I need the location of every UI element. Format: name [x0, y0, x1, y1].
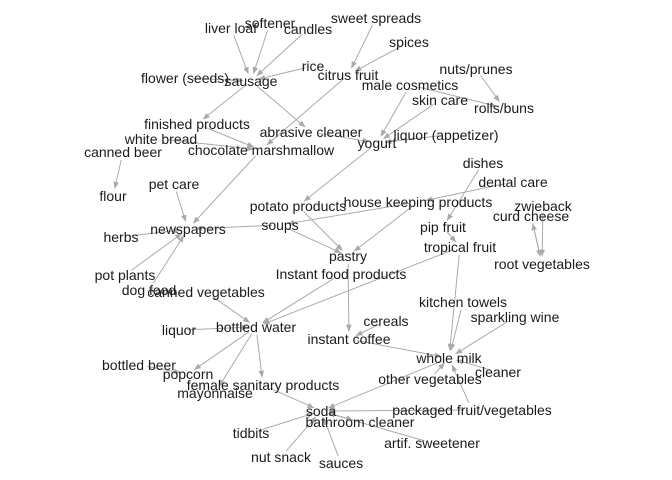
node-bathroom-cleaner: bathroom cleaner [306, 414, 415, 430]
node-potato-products: potato products [250, 198, 347, 214]
node-cereals: cereals [363, 313, 408, 329]
node-abrasive-cleaner: abrasive cleaner [260, 124, 363, 140]
edge-bottled_water-to-female_sanitary_products [257, 335, 262, 377]
node-artif-sweetener: artif. sweetener [384, 435, 480, 451]
node-curd-cheese: curd cheese [493, 208, 569, 224]
node-canned-beer: canned beer [84, 144, 162, 160]
node-soups: soups [261, 217, 298, 233]
node-nuts-prunes: nuts/prunes [439, 61, 512, 77]
edge-candles-to-sausage [257, 34, 302, 75]
node-male-cosmetics: male cosmetics [362, 77, 458, 93]
node-instant-food-products: Instant food products [276, 266, 407, 282]
node-flower-seeds: flower (seeds) [141, 70, 229, 86]
node-house-keeping-products: house keeping products [344, 194, 493, 210]
node-liquor-appetizer: liquor (appetizer) [393, 127, 498, 143]
node-cleaner: cleaner [475, 364, 521, 380]
node-nut-snack: nut snack [251, 449, 312, 465]
edge-sausage-to-finished_products [203, 86, 244, 119]
node-candles: candles [284, 21, 332, 37]
edge-liver_loaf-to-sausage [234, 35, 248, 73]
node-sausage: sausage [225, 73, 278, 89]
node-liquor: liquor [162, 322, 197, 338]
node-herbs: herbs [103, 229, 138, 245]
edge-sausage-to-abrasive_cleaner [257, 86, 305, 127]
node-instant-coffee: instant coffee [307, 331, 390, 347]
node-pip-fruit: pip fruit [420, 219, 466, 235]
node-root-vegetables: root vegetables [494, 256, 590, 272]
node-sauces: sauces [319, 455, 363, 471]
node-pet-care: pet care [149, 176, 200, 192]
node-tidbits: tidbits [233, 425, 270, 441]
node-whole-milk: whole milk [415, 350, 482, 366]
node-dishes: dishes [463, 155, 503, 171]
edge-nuts_prunes-to-rolls_buns [481, 75, 500, 101]
edge-pot_plants-to-newspapers [131, 234, 181, 271]
node-spices: spices [389, 34, 429, 50]
node-tropical-fruit: tropical fruit [424, 239, 496, 255]
node-other-vegetables: other vegetables [378, 371, 482, 387]
edge-sparkling_wine-to-whole_milk [456, 321, 508, 354]
node-skin-care: skin care [412, 92, 468, 108]
node-yogurt: yogurt [358, 135, 397, 151]
node-sparkling-wine: sparkling wine [471, 309, 560, 325]
edge-house_keeping_products-to-pastry [354, 207, 411, 251]
edge-pet_care-to-newspapers [176, 192, 185, 222]
node-kitchen-towels: kitchen towels [419, 294, 507, 310]
node-rolls-buns: rolls/buns [474, 100, 534, 116]
edge-root_vegetables-to-curd_cheese [533, 224, 540, 256]
node-sweet-spreads: sweet spreads [331, 10, 421, 26]
edge-softener-to-sausage [253, 31, 267, 74]
node-pastry: pastry [329, 248, 367, 264]
node-dental-care: dental care [478, 174, 547, 190]
edge-chocolate_marshmallow-to-newspapers [193, 156, 255, 223]
edge-kitchen_towels-to-whole_milk [451, 310, 461, 350]
edge-canned_beer-to-flour [115, 160, 121, 188]
node-newspapers: newspapers [150, 221, 226, 237]
node-bottled-water: bottled water [216, 319, 296, 335]
node-canned-vegetables: canned vegetables [147, 284, 265, 300]
node-mayonnaise: mayonnaise [177, 385, 253, 401]
edge-sweet_spreads-to-citrus_fruit [352, 25, 373, 68]
node-pot-plants: pot plants [95, 267, 156, 283]
node-finished-products: finished products [144, 116, 250, 132]
node-flour: flour [99, 188, 127, 204]
node-packaged-fruit-vegetables: packaged fruit/vegetables [392, 402, 552, 418]
node-chocolate-marshmallow: chocolate marshmallow [188, 142, 335, 158]
